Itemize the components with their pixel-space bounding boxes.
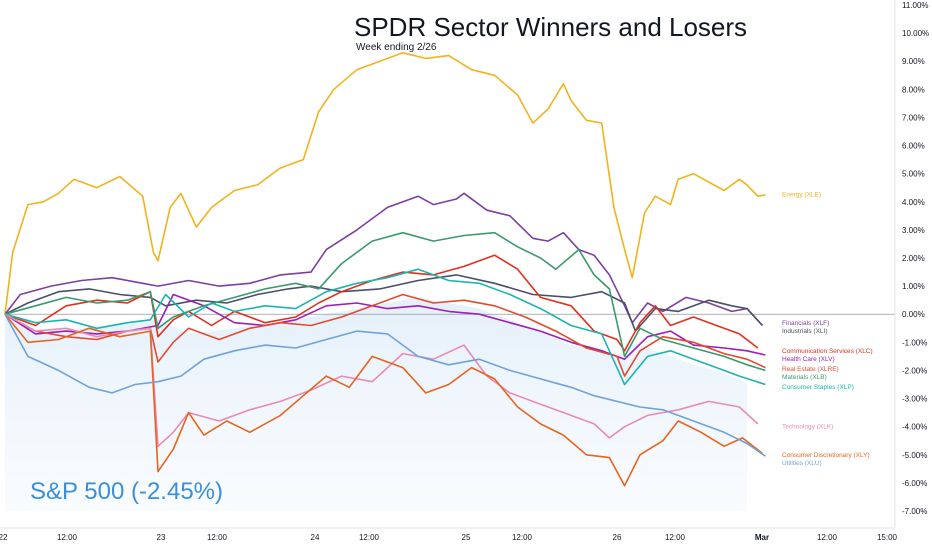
series-label-2: Industrials (XLI) bbox=[782, 328, 828, 335]
x-tick-label: 23 bbox=[157, 533, 166, 542]
y-tick-label: 6.00% bbox=[902, 142, 925, 151]
y-tick-label: 11.00% bbox=[902, 1, 929, 10]
sp500-annotation: S&P 500 (-2.45%) bbox=[30, 478, 223, 505]
series-label-6: Materials (XLB) bbox=[782, 374, 827, 381]
y-tick-label: 2.00% bbox=[902, 254, 925, 263]
series-label-8: Technology (XLK) bbox=[782, 424, 833, 431]
series-label-5: Real Estate (XLRE) bbox=[782, 366, 839, 373]
y-tick-label: 3.00% bbox=[902, 226, 925, 235]
y-tick-label: 4.00% bbox=[902, 198, 925, 207]
y-tick-label: 1.00% bbox=[902, 282, 925, 291]
y-tick-label: -5.00% bbox=[902, 451, 927, 460]
series-label-7: Consumer Staples (XLP) bbox=[782, 384, 854, 391]
y-tick-label: -7.00% bbox=[902, 507, 927, 516]
y-tick-label: 5.00% bbox=[902, 170, 925, 179]
series-line-8 bbox=[4, 313, 759, 448]
sp500-area bbox=[5, 297, 747, 511]
y-tick-label: 8.00% bbox=[902, 85, 925, 94]
y-tick-label: -3.00% bbox=[902, 395, 927, 404]
series-label-4: Health Care (XLV) bbox=[782, 356, 835, 363]
series-line-2 bbox=[4, 274, 763, 332]
y-tick-label: -2.00% bbox=[902, 366, 927, 375]
x-tick-label: 12:00 bbox=[665, 533, 686, 542]
y-tick-label: 7.00% bbox=[902, 113, 925, 122]
y-tick-label: 10.00% bbox=[902, 29, 929, 38]
series-line-1 bbox=[4, 192, 763, 327]
series-label-1: Financials (XLF) bbox=[782, 320, 829, 327]
x-tick-label: 12:00 bbox=[207, 533, 228, 542]
x-tick-label: 25 bbox=[462, 533, 471, 542]
series-label-0: Energy (XLE) bbox=[782, 191, 821, 198]
series-label-9: Consumer Discretionary (XLY) bbox=[782, 452, 870, 459]
x-tick-label: 12:00 bbox=[817, 533, 838, 542]
series-line-4 bbox=[4, 293, 766, 360]
x-tick-label: 12:00 bbox=[512, 533, 533, 542]
x-tick-label: 15:00 bbox=[877, 533, 898, 542]
y-tick-label: -4.00% bbox=[902, 423, 927, 432]
series-label-10: Utilities (XLU) bbox=[782, 460, 822, 467]
y-tick-label: 9.00% bbox=[902, 57, 925, 66]
series-line-6 bbox=[4, 231, 766, 372]
series-line-0 bbox=[4, 52, 766, 315]
x-tick-label: 22 bbox=[0, 533, 8, 542]
series-line-10 bbox=[4, 313, 766, 457]
y-tick-label: -6.00% bbox=[902, 479, 927, 488]
x-tick-label: 26 bbox=[613, 533, 622, 542]
y-tick-label: -1.00% bbox=[902, 338, 927, 347]
chart-title: SPDR Sector Winners and Losers bbox=[354, 12, 748, 42]
x-tick-label: 24 bbox=[311, 533, 320, 542]
y-tick-label: 0.00% bbox=[902, 310, 925, 319]
x-tick-label: Mar bbox=[755, 533, 769, 542]
series-line-7 bbox=[4, 268, 766, 386]
x-tick-label: 12:00 bbox=[359, 533, 380, 542]
series-label-3: Communication Services (XLC) bbox=[782, 348, 873, 355]
chart-subtitle: Week ending 2/26 bbox=[356, 42, 437, 53]
x-tick-label: 12:00 bbox=[57, 533, 78, 542]
series-line-9 bbox=[4, 313, 763, 487]
